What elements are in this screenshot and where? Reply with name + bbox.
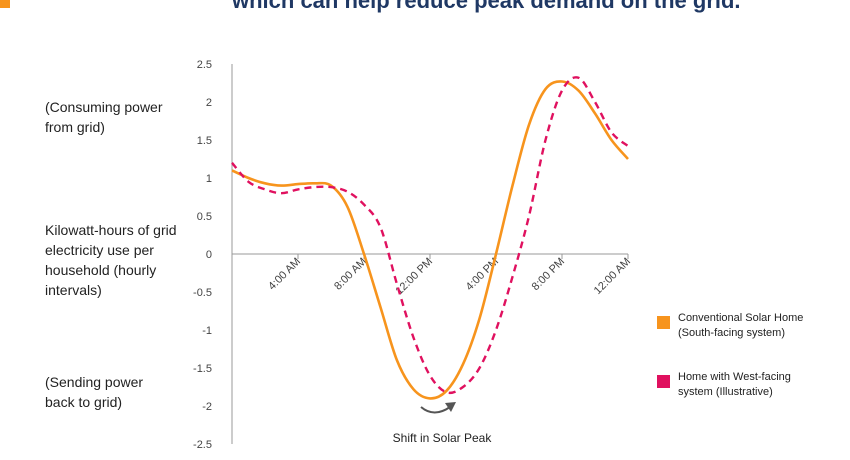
shift-arrow-icon bbox=[420, 406, 451, 414]
y-tick-label: 1 bbox=[206, 173, 212, 185]
legend-swatch-west bbox=[657, 375, 670, 388]
y-tick-label: 0.5 bbox=[197, 211, 212, 223]
legend-item-conventional: Conventional Solar Home (South-facing sy… bbox=[657, 311, 828, 341]
y-tick-label: -0.5 bbox=[193, 287, 212, 299]
y-tick-label: 1.5 bbox=[197, 135, 212, 147]
x-tick-label: 12:00 AM bbox=[592, 256, 633, 297]
legend-item-west: Home with West-facing system (Illustrati… bbox=[657, 370, 828, 400]
y-tick-label: -1.5 bbox=[193, 363, 212, 375]
annotation-kwh-label: Kilowatt-hours of grid electricity use p… bbox=[45, 222, 177, 298]
title-accent-bar bbox=[0, 0, 10, 8]
x-tick-label: 8:00 AM bbox=[332, 256, 369, 293]
x-tick-group: 4:00 AM 8:00 AM 12:00 PM 4:00 PM 8:00 PM 12:0… bbox=[266, 254, 633, 297]
y-tick-group: 2.5 2 1.5 1 0.5 0 -0.5 -1 -1.5 -2 -2.5 bbox=[193, 59, 212, 451]
y-tick-label: 0 bbox=[206, 249, 212, 261]
legend-swatch-conventional bbox=[657, 316, 670, 329]
annotation-consuming: (Consuming power from grid) bbox=[45, 99, 163, 135]
series-line-conventional bbox=[231, 80, 629, 400]
shift-arrowhead-icon bbox=[445, 402, 456, 412]
chart-title: which can help reduce peak demand on the… bbox=[232, 0, 741, 13]
x-tick-label: 4:00 AM bbox=[266, 256, 303, 293]
annotation-sending: (Sending power back to grid) bbox=[45, 374, 144, 410]
y-tick-label: 2.5 bbox=[197, 59, 212, 71]
shift-annotation-label: Shift in Solar Peak bbox=[393, 431, 493, 445]
y-tick-label: -2 bbox=[202, 401, 212, 413]
legend-label-conventional: Conventional Solar Home (South-facing sy… bbox=[678, 312, 804, 339]
y-tick-label: -1 bbox=[202, 325, 212, 337]
x-tick-label: 8:00 PM bbox=[530, 256, 567, 293]
y-tick-label: -2.5 bbox=[193, 439, 212, 451]
series-line-west bbox=[231, 76, 629, 395]
legend-label-west: Home with West-facing system (Illustrati… bbox=[678, 371, 791, 398]
y-tick-label: 2 bbox=[206, 97, 212, 109]
